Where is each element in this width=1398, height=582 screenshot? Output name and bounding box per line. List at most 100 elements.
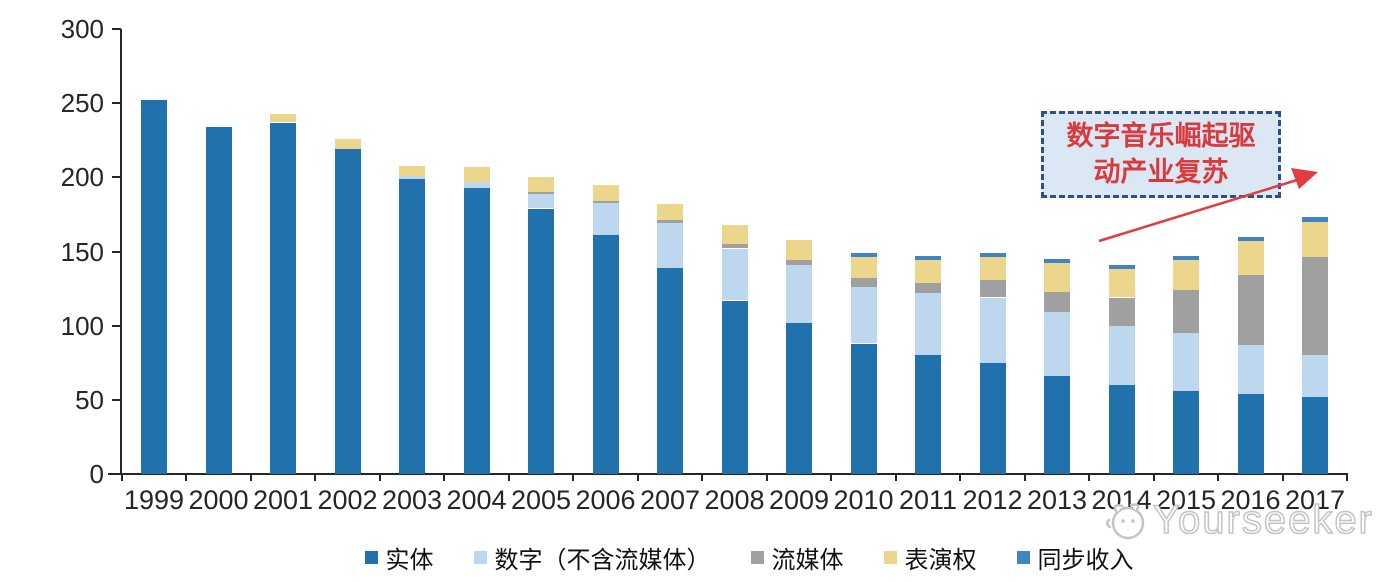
- bar-segment: [979, 257, 1006, 280]
- bar-segment: [1302, 355, 1328, 397]
- bar-segment: [1108, 264, 1135, 270]
- y-tick: [112, 398, 121, 401]
- legend-label: 实体: [385, 546, 434, 574]
- bar-segment: [528, 177, 554, 193]
- x-tick-label: 2006: [575, 485, 636, 515]
- bar-segment: [979, 297, 1006, 363]
- bar-segment: [1302, 257, 1328, 356]
- x-tick-label: 2016: [1220, 485, 1281, 515]
- x-tick: [959, 474, 962, 481]
- bar-segment: [979, 279, 1006, 298]
- bar-segment: [528, 208, 554, 474]
- bar-segment: [334, 149, 361, 474]
- x-tick: [636, 474, 639, 481]
- bar-segment: [979, 253, 1006, 258]
- legend-item: 实体: [364, 540, 434, 575]
- legend-label: 数字（不含流媒体）: [494, 546, 711, 574]
- bar-segment: [1173, 260, 1199, 291]
- bar-segment: [850, 253, 877, 258]
- bar-segment: [1108, 269, 1135, 298]
- bar-segment: [915, 260, 941, 283]
- bar-segment: [1237, 275, 1264, 345]
- bar-segment: [721, 224, 748, 245]
- bar-segment: [1237, 393, 1264, 474]
- y-tick-label: 50: [75, 384, 104, 415]
- bar-segment: [979, 362, 1006, 474]
- annotation-line-2: 动产业复苏: [1093, 156, 1229, 188]
- x-tick-label: 1999: [123, 485, 185, 515]
- bar-segment: [528, 192, 554, 194]
- bar-segment: [721, 248, 748, 301]
- x-tick: [378, 474, 381, 481]
- legend-label: 同步收入: [1037, 546, 1134, 574]
- x-tick: [894, 474, 897, 481]
- x-tick: [249, 474, 252, 481]
- legend: 实体 数字（不含流媒体） 流媒体 表演权 同步收入: [120, 540, 1378, 575]
- bar-segment: [1044, 312, 1070, 377]
- bar-segment: [721, 244, 748, 249]
- bar-segment: [334, 138, 361, 150]
- yourseeker-logo-icon: [1106, 503, 1145, 540]
- bar-segment: [399, 175, 425, 179]
- bar-segment: [786, 260, 812, 265]
- bar-segment: [850, 278, 877, 288]
- y-tick-label: 100: [60, 310, 104, 341]
- y-tick: [112, 250, 121, 253]
- legend-swatch: [883, 551, 897, 564]
- bar-segment: [915, 293, 941, 356]
- watermark-text: Yourseeker: [1152, 497, 1374, 543]
- bar-segment: [1173, 333, 1199, 391]
- bar-segment: [1044, 376, 1070, 474]
- x-tick-label: 2005: [510, 485, 572, 515]
- x-tick: [185, 474, 188, 481]
- x-tick-label: 2008: [704, 485, 765, 515]
- bar-segment: [850, 343, 877, 474]
- legend-swatch: [1016, 551, 1030, 564]
- y-tick: [112, 102, 121, 105]
- bar-segment: [915, 282, 941, 294]
- x-tick-label: 2002: [317, 485, 378, 515]
- x-tick-label: 2010: [833, 485, 894, 515]
- bar-segment: [850, 287, 877, 344]
- y-tick: [112, 473, 121, 475]
- legend-item: 表演权: [883, 540, 977, 575]
- bar-segment: [915, 256, 941, 261]
- y-tick-label: 0: [89, 459, 104, 489]
- x-tick-label: 2012: [962, 485, 1023, 515]
- bar-segment: [1044, 291, 1070, 313]
- bar-segment: [1044, 263, 1070, 292]
- bar-segment: [850, 257, 877, 279]
- x-tick-label: 2015: [1155, 485, 1217, 515]
- watermark: Yourseeker: [1103, 496, 1374, 544]
- bar-segment: [786, 264, 812, 323]
- annotation-callout: 数字音乐崛起驱 动产业复苏: [1041, 111, 1281, 198]
- x-tick-label: 2000: [188, 485, 249, 515]
- bar-segment: [1302, 217, 1328, 222]
- bar-segment: [592, 235, 619, 474]
- bar-segment: [721, 300, 748, 474]
- bar-segment: [592, 184, 619, 202]
- bar-segment: [1173, 390, 1199, 474]
- bar-segment: [1302, 221, 1328, 258]
- x-tick: [1217, 474, 1220, 481]
- y-tick: [112, 28, 121, 30]
- legend-label: 流媒体: [771, 546, 844, 574]
- x-tick: [1346, 474, 1349, 481]
- legend-swatch: [750, 551, 764, 564]
- y-tick-label: 200: [60, 162, 104, 193]
- y-tick: [112, 324, 121, 327]
- bar-segment: [1237, 241, 1264, 276]
- x-tick-label: 2013: [1026, 485, 1088, 515]
- x-tick: [572, 474, 575, 481]
- bar-segment: [1173, 256, 1199, 261]
- x-tick-label: 2007: [639, 485, 701, 515]
- legend-item: 数字（不含流媒体）: [473, 540, 711, 575]
- x-tick-label: 2017: [1284, 485, 1346, 515]
- x-tick: [1152, 474, 1155, 481]
- bar-segment: [657, 204, 683, 221]
- bar-segment: [786, 322, 812, 474]
- x-tick-label: 2004: [446, 485, 507, 515]
- x-axis: [108, 473, 1348, 475]
- x-tick: [120, 474, 123, 481]
